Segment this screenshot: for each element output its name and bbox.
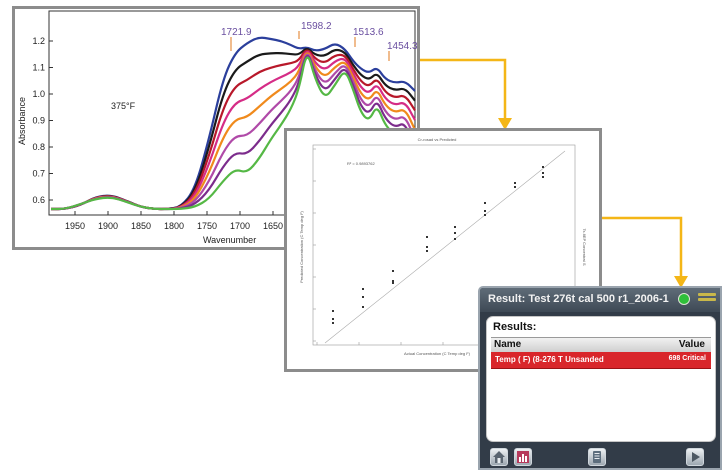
y-tick-label: 0.8	[32, 142, 45, 152]
spectrum-series-8	[51, 56, 417, 211]
chart-button[interactable]	[514, 448, 532, 466]
calibration-plot: Cr-rosad vs Predicted R² = 0.9893762 Act…	[299, 137, 587, 356]
device-title: Result: Test 276t cal 500 r1_2006-1	[488, 293, 669, 305]
calibration-point	[332, 318, 334, 320]
y-tick-label: 0.6	[32, 195, 45, 205]
arrowhead-calibration	[498, 118, 512, 130]
results-panel: Results: Name Value Temp ( F) (8-276 T U…	[486, 316, 716, 442]
x-tick-label: 1700	[230, 221, 250, 231]
calibration-point	[514, 182, 516, 184]
calibration-point	[362, 296, 364, 298]
spectrum-chart: 1.2 1.1 1.0 0.9 0.8 0.7 0.6 1950 1900 1850 1800 17…	[17, 10, 417, 245]
calibration-point	[426, 246, 428, 248]
calibration-point	[454, 238, 456, 240]
column-name-header[interactable]: Name	[494, 339, 522, 350]
calibration-point	[362, 288, 364, 290]
next-button[interactable]	[686, 448, 704, 466]
x-axis-ticks: 1950 1900 1850 1800 1750 1700 1650	[65, 211, 283, 231]
peak-label: 1598.2	[301, 21, 332, 32]
calibration-point	[514, 186, 516, 188]
calibration-point	[484, 202, 486, 204]
x-tick-label: 1800	[164, 221, 184, 231]
calibration-point	[454, 226, 456, 228]
chart-icon	[517, 451, 529, 463]
document-icon	[593, 451, 601, 463]
y-axis-ticks: 1.2 1.1 1.0 0.9 0.8 0.7 0.6	[32, 36, 53, 205]
menu-icon[interactable]	[698, 293, 716, 307]
calibration-point	[454, 232, 456, 234]
calibration-title: Cr-rosad vs Predicted	[418, 137, 457, 142]
calibration-point	[392, 270, 394, 272]
calibration-point	[392, 282, 394, 284]
calibration-point	[332, 322, 334, 324]
calibration-point	[542, 172, 544, 174]
calibration-point	[392, 280, 394, 282]
device-titlebar: Result: Test 276t cal 500 r1_2006-1	[480, 288, 720, 312]
results-heading: Results:	[493, 321, 537, 333]
y-tick-label: 1.0	[32, 89, 45, 99]
y-tick-label: 1.2	[32, 36, 45, 46]
x-tick-label: 1850	[131, 221, 151, 231]
x-axis-label: Wavenumber	[203, 235, 256, 245]
x-tick-label: 1750	[197, 221, 217, 231]
calibration-point	[542, 166, 544, 168]
x-tick-label: 1650	[263, 221, 283, 231]
x-tick-label: 1950	[65, 221, 85, 231]
calibration-side-label: Ts 8EP Concentrat S	[582, 228, 587, 265]
x-tick-label: 1900	[98, 221, 118, 231]
calibration-point	[362, 306, 364, 308]
fit-line	[324, 150, 566, 344]
calibration-y-label: Predicted Concentration (C Temp deg F)	[299, 210, 304, 282]
home-icon	[493, 451, 505, 463]
play-icon	[692, 452, 700, 462]
calibration-point	[542, 176, 544, 178]
spectrum-curves	[51, 36, 417, 211]
result-name: Temp ( F) (8-276 T Unsanded	[495, 355, 604, 364]
report-button[interactable]	[588, 448, 606, 466]
y-tick-label: 1.1	[32, 63, 45, 73]
calibration-point	[484, 210, 486, 212]
peak-label: 1721.9	[221, 27, 252, 38]
y-tick-label: 0.7	[32, 169, 45, 179]
arrow-to-calibration	[420, 58, 507, 122]
temperature-label: 375°F	[111, 101, 136, 111]
device-toolbar	[480, 446, 720, 468]
calibration-point	[426, 236, 428, 238]
calibration-point	[426, 250, 428, 252]
table-row[interactable]: Temp ( F) (8-276 T Unsanded 698 Critical	[491, 352, 711, 369]
device-screen: Result: Test 276t cal 500 r1_2006-1 Resu…	[478, 286, 722, 470]
y-axis-label: Absorbance	[17, 97, 27, 145]
peak-label: 1454.3	[387, 41, 417, 52]
calibration-point	[484, 214, 486, 216]
arrowhead-device	[674, 276, 688, 288]
home-button[interactable]	[490, 448, 508, 466]
column-value-header[interactable]: Value	[678, 339, 705, 350]
calibration-points	[332, 166, 544, 324]
arrow-to-device	[602, 216, 683, 280]
r-squared-label: R² = 0.9893762	[347, 161, 375, 166]
peak-label: 1513.6	[353, 27, 384, 38]
status-indicator	[678, 293, 690, 305]
calibration-x-label: Actual Concentration (C Temp deg F)	[404, 351, 471, 356]
result-value: 698 Critical	[668, 355, 706, 362]
results-table-header: Name Value	[491, 337, 711, 353]
y-tick-label: 0.9	[32, 116, 45, 126]
calibration-point	[332, 310, 334, 312]
plot-frame	[48, 10, 416, 216]
